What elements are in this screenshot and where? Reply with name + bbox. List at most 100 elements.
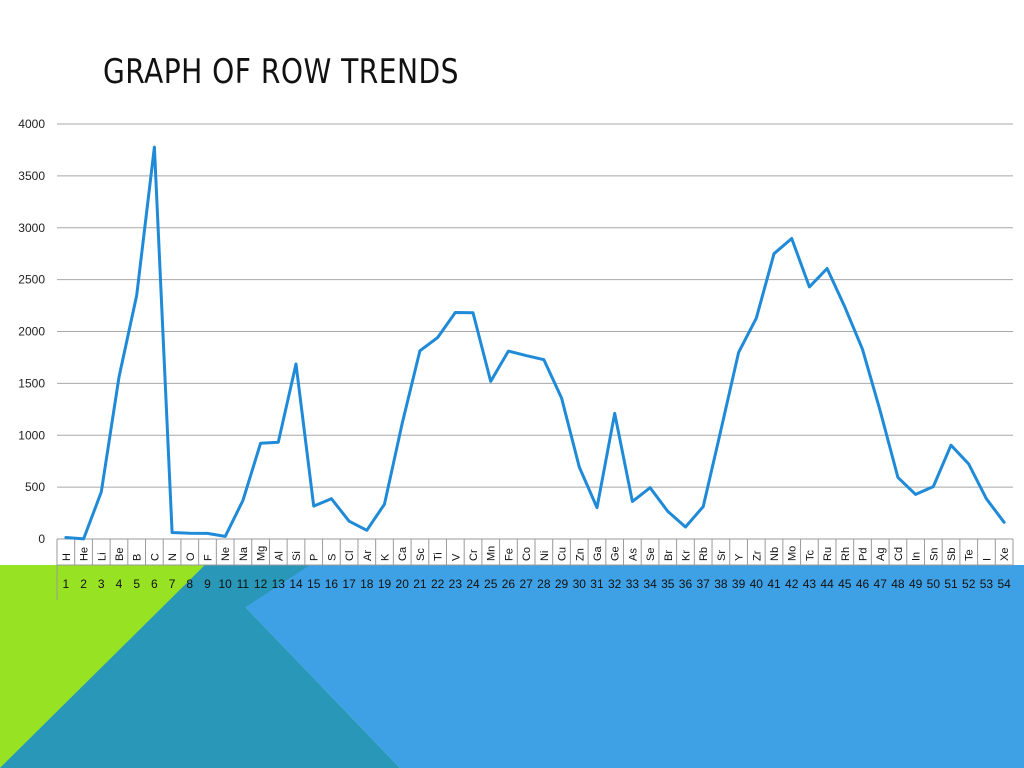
category-number: 30 bbox=[573, 577, 587, 591]
category-label: Ti bbox=[433, 552, 445, 561]
category-number: 29 bbox=[555, 577, 569, 591]
category-label: S bbox=[326, 554, 338, 561]
blue-shape bbox=[205, 565, 1024, 768]
category-label: V bbox=[450, 553, 462, 561]
category-number: 9 bbox=[204, 577, 211, 591]
y-tick-label: 3000 bbox=[18, 221, 45, 235]
category-number: 42 bbox=[785, 577, 799, 591]
category-label: H bbox=[61, 553, 73, 561]
y-tick-label: 1500 bbox=[18, 376, 45, 390]
category-number: 27 bbox=[519, 577, 533, 591]
category-number: 26 bbox=[502, 577, 516, 591]
category-label: I bbox=[981, 558, 993, 561]
category-label: Cr bbox=[468, 549, 480, 561]
category-label: Mg bbox=[256, 546, 268, 561]
category-number: 17 bbox=[342, 577, 356, 591]
category-number: 3 bbox=[98, 577, 105, 591]
category-label: Li bbox=[96, 552, 108, 561]
category-label: Tc bbox=[804, 550, 816, 562]
y-tick-label: 3500 bbox=[18, 169, 45, 183]
category-label: Ag bbox=[875, 548, 887, 561]
category-number: 35 bbox=[661, 577, 675, 591]
category-label: Rh bbox=[840, 547, 852, 561]
category-number: 23 bbox=[449, 577, 463, 591]
category-label: Se bbox=[645, 548, 657, 561]
y-tick-label: 4000 bbox=[18, 117, 45, 131]
category-number: 13 bbox=[272, 577, 286, 591]
category-label: B bbox=[132, 554, 144, 561]
category-label: Sb bbox=[946, 548, 958, 561]
category-label: Nb bbox=[769, 547, 781, 561]
category-number: 1 bbox=[63, 577, 70, 591]
category-number: 40 bbox=[750, 577, 764, 591]
category-label: Sc bbox=[415, 548, 427, 561]
category-number: 4 bbox=[116, 577, 123, 591]
category-number: 44 bbox=[820, 577, 834, 591]
category-label: Al bbox=[273, 551, 285, 561]
category-number: 28 bbox=[537, 577, 551, 591]
category-number: 8 bbox=[186, 577, 193, 591]
category-label: Br bbox=[663, 550, 675, 561]
category-label: He bbox=[79, 547, 91, 561]
category-number: 2 bbox=[80, 577, 87, 591]
category-label: Sn bbox=[928, 548, 940, 561]
category-number: 38 bbox=[714, 577, 728, 591]
category-number: 48 bbox=[891, 577, 905, 591]
category-label: Te bbox=[964, 549, 976, 561]
category-number: 22 bbox=[431, 577, 445, 591]
category-number: 34 bbox=[643, 577, 657, 591]
y-tick-label: 0 bbox=[38, 532, 45, 546]
category-number: 54 bbox=[997, 577, 1011, 591]
category-number: 15 bbox=[307, 577, 321, 591]
category-number: 7 bbox=[169, 577, 176, 591]
category-label: Na bbox=[238, 546, 250, 561]
category-number: 46 bbox=[856, 577, 870, 591]
category-number: 43 bbox=[803, 577, 817, 591]
category-number: 45 bbox=[838, 577, 852, 591]
x-axis-table: H He Li Be B C N O F Ne Na Mg Al Si P S Cl Ar K Ca Sc Ti V Cr Mn… bbox=[56, 539, 1014, 600]
category-number: 32 bbox=[608, 577, 622, 591]
category-number: 52 bbox=[962, 577, 976, 591]
category-number: 21 bbox=[413, 577, 427, 591]
category-label: K bbox=[380, 553, 392, 561]
category-label: Cu bbox=[557, 547, 569, 561]
category-label: Cd bbox=[893, 547, 905, 561]
category-label: Ar bbox=[362, 550, 374, 561]
category-number: 10 bbox=[219, 577, 233, 591]
y-axis: 0 500 1000 1500 2000 2500 3000 3500 4000 bbox=[18, 117, 45, 546]
category-number: 18 bbox=[360, 577, 374, 591]
category-label: As bbox=[627, 548, 639, 561]
category-number: 6 bbox=[151, 577, 158, 591]
category-label: Co bbox=[521, 547, 533, 561]
category-number: 39 bbox=[732, 577, 746, 591]
category-label: Y bbox=[734, 553, 746, 561]
category-number: 51 bbox=[944, 577, 958, 591]
category-label: Fe bbox=[503, 548, 515, 561]
category-label: N bbox=[167, 553, 179, 561]
y-tick-label: 2500 bbox=[18, 273, 45, 287]
category-label: Ru bbox=[822, 547, 834, 561]
category-label: O bbox=[185, 552, 197, 561]
category-number: 31 bbox=[590, 577, 604, 591]
category-number: 47 bbox=[874, 577, 888, 591]
category-number: 33 bbox=[626, 577, 640, 591]
y-tick-label: 1000 bbox=[18, 428, 45, 442]
category-number: 36 bbox=[679, 577, 693, 591]
slide-title: GRAPH OF ROW TRENDS bbox=[103, 52, 459, 92]
y-tick-label: 2000 bbox=[18, 325, 45, 339]
category-number: 25 bbox=[484, 577, 498, 591]
category-number: 24 bbox=[466, 577, 480, 591]
category-label: Mn bbox=[486, 546, 498, 561]
category-label: Ni bbox=[539, 551, 551, 561]
category-label: Sr bbox=[716, 550, 728, 561]
category-number: 5 bbox=[133, 577, 140, 591]
gridlines bbox=[57, 123, 1013, 540]
category-number: 53 bbox=[980, 577, 994, 591]
category-label: Mo bbox=[787, 546, 799, 561]
category-label: Zr bbox=[751, 550, 763, 561]
category-number: 16 bbox=[325, 577, 339, 591]
category-label: F bbox=[202, 554, 214, 561]
category-label: Ge bbox=[610, 546, 622, 561]
